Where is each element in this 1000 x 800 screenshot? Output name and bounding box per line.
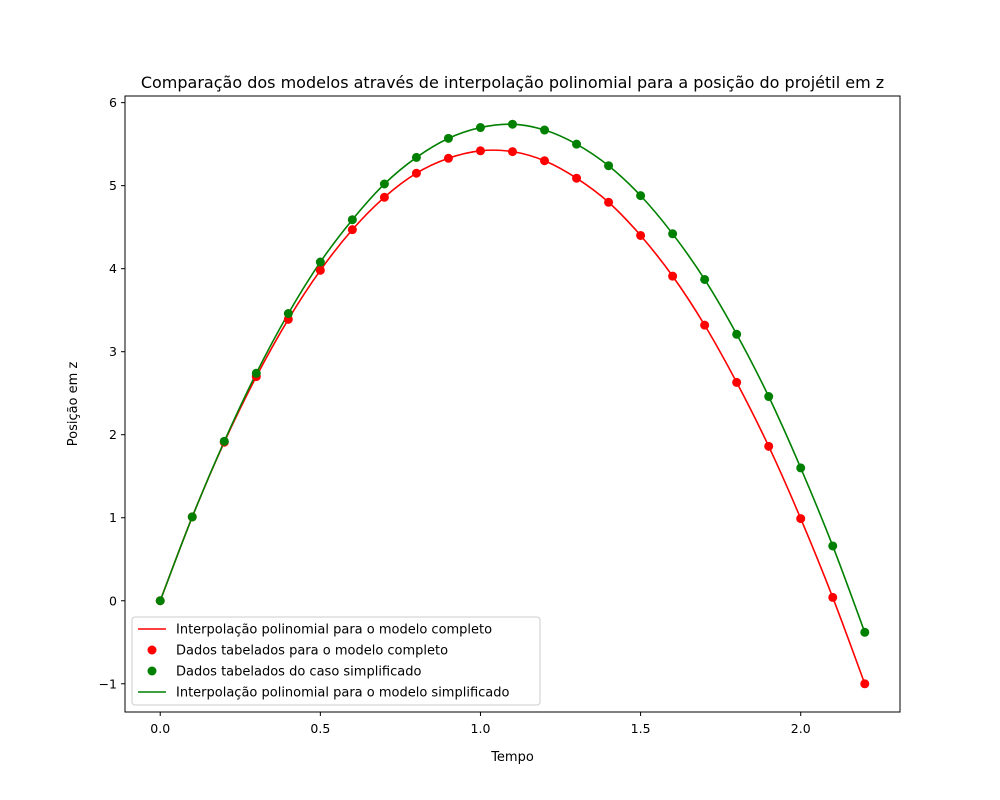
legend-item: Interpolação polinomial para o modelo co… [138, 623, 492, 638]
data-point [636, 191, 646, 201]
y-tick-label: 1 [109, 510, 117, 525]
data-point [379, 192, 389, 202]
legend-box [131, 616, 541, 706]
x-tick-label: 2.0 [791, 721, 811, 736]
data-point [732, 377, 742, 387]
y-tick-label: 3 [109, 344, 117, 359]
data-point [443, 153, 453, 163]
legend-label: Interpolação polinomial para o modelo co… [176, 623, 492, 638]
data-point [828, 541, 838, 551]
x-tick-label: 1.0 [471, 721, 491, 736]
y-tick-label: 6 [109, 95, 117, 110]
y-tick-label: 4 [109, 261, 117, 276]
y-axis-label: Posição em z [66, 362, 81, 447]
y-tick-label: −1 [99, 676, 117, 691]
data-point [860, 627, 870, 637]
y-tick-label: 5 [109, 178, 117, 193]
data-point [540, 156, 550, 166]
data-point [668, 271, 678, 281]
data-point [828, 592, 838, 602]
x-tick-label: 1.5 [631, 721, 651, 736]
data-point [540, 125, 550, 135]
data-point [283, 309, 293, 319]
data-point [508, 119, 517, 129]
data-point [475, 123, 485, 133]
legend-marker-swatch [147, 645, 157, 655]
data-point [347, 215, 357, 225]
data-point [187, 512, 197, 522]
data-point [700, 274, 710, 284]
legend-item: Interpolação polinomial para o modelo si… [138, 686, 509, 701]
data-point [572, 139, 582, 149]
data-point [860, 679, 870, 689]
y-tick-label: 0 [109, 593, 117, 608]
data-point [251, 368, 261, 378]
x-axis-label: Tempo [490, 750, 534, 765]
data-point [636, 230, 646, 240]
legend-label: Dados tabelados do caso simplificado [176, 665, 421, 680]
data-point [475, 146, 485, 156]
data-point [668, 229, 678, 239]
legend-item: Dados tabelados para o modelo completo [147, 644, 448, 659]
legend-marker-swatch [147, 666, 157, 676]
legend-label: Interpolação polinomial para o modelo si… [176, 686, 509, 701]
x-tick-label: 0.0 [150, 721, 170, 736]
chart-title: Comparação dos modelos através de interp… [141, 73, 884, 92]
data-point [315, 265, 325, 275]
data-point [604, 197, 614, 207]
data-point [604, 161, 614, 171]
data-point [219, 436, 229, 446]
y-tick-label: 2 [109, 427, 117, 442]
data-point [315, 257, 325, 267]
data-point [411, 152, 421, 162]
data-point [796, 463, 806, 473]
data-point [379, 179, 389, 189]
data-point [155, 596, 165, 606]
data-point [508, 147, 517, 157]
series-layer [155, 119, 870, 689]
data-point [700, 320, 710, 330]
legend-label: Dados tabelados para o modelo completo [176, 644, 448, 659]
data-point [732, 329, 742, 339]
axes-frame [124, 95, 901, 713]
y-axis: −1 0 1 2 3 4 5 6 [99, 95, 125, 691]
plot-area [124, 95, 901, 713]
x-tick-label: 0.5 [310, 721, 330, 736]
data-point [411, 168, 421, 178]
data-point [347, 225, 357, 235]
data-point [572, 173, 582, 183]
legend: Interpolação polinomial para o modelo co… [131, 616, 541, 706]
data-point [764, 441, 774, 451]
x-axis: 0.0 0.5 1.0 1.5 2.0 [150, 712, 811, 736]
data-point [764, 392, 774, 402]
data-point [443, 133, 453, 143]
data-point [796, 514, 806, 524]
legend-item: Dados tabelados do caso simplificado [147, 665, 421, 680]
